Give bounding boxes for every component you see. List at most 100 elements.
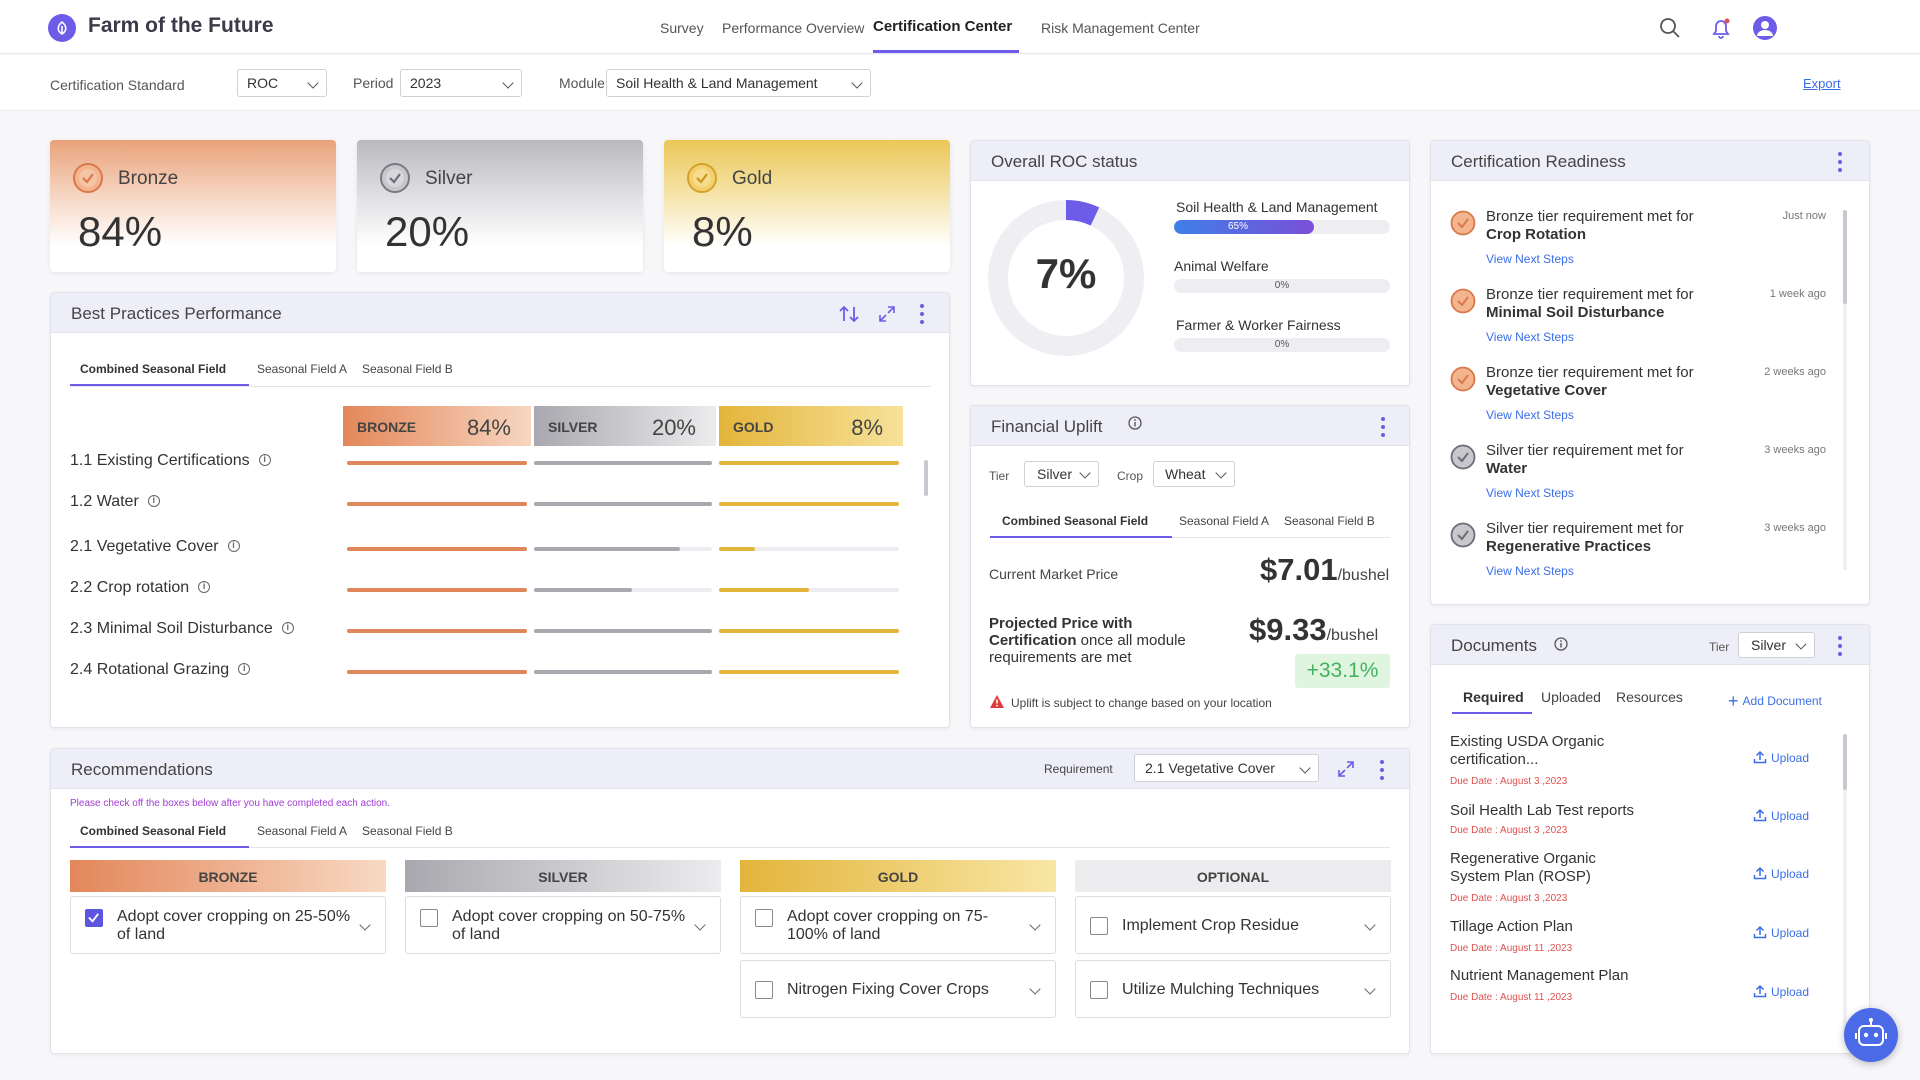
practices-scrollbar[interactable] bbox=[924, 460, 928, 496]
view-next-steps-link[interactable]: View Next Steps bbox=[1486, 252, 1574, 266]
documents-card: Documents Tier Silver bbox=[1430, 624, 1870, 1054]
bronze-medal-icon bbox=[1450, 288, 1476, 314]
gold-column-value: 8% bbox=[851, 415, 883, 440]
chatbot-button[interactable] bbox=[1844, 1008, 1898, 1062]
checkbox[interactable] bbox=[755, 909, 773, 927]
upload-icon bbox=[1753, 925, 1767, 939]
more-options-icon[interactable] bbox=[1380, 760, 1384, 780]
rec-item[interactable]: Adopt cover cropping on 50-75% of land bbox=[405, 896, 721, 954]
upload-button[interactable]: Upload bbox=[1753, 750, 1809, 765]
rec-tab-seasonal-field-b[interactable]: Seasonal Field B bbox=[362, 824, 453, 838]
more-options-icon[interactable] bbox=[920, 304, 924, 324]
tab-combined-seasonal-field[interactable]: Combined Seasonal Field bbox=[80, 362, 227, 376]
documents-tab-required[interactable]: Required bbox=[1463, 689, 1524, 705]
financial-crop-select[interactable]: Wheat bbox=[1153, 461, 1235, 487]
info-icon[interactable]: i bbox=[238, 662, 251, 675]
gold-column-header: GOLD 8% bbox=[719, 406, 903, 446]
add-document-button[interactable]: + Add Document bbox=[1728, 689, 1822, 711]
document-name: Regenerative Organic System Plan (ROSP) bbox=[1450, 850, 1596, 885]
document-name: Soil Health Lab Test reports bbox=[1450, 802, 1634, 819]
chevron-down-icon[interactable] bbox=[694, 919, 706, 931]
rec-tab-combined-seasonal-field[interactable]: Combined Seasonal Field bbox=[80, 824, 227, 838]
info-icon[interactable]: i bbox=[147, 494, 160, 507]
expand-icon[interactable] bbox=[878, 305, 896, 323]
financial-tab-seasonal-field-b[interactable]: Seasonal Field B bbox=[1284, 514, 1375, 528]
documents-tier-select[interactable]: Silver bbox=[1738, 632, 1815, 658]
readiness-header: Certification Readiness bbox=[1431, 141, 1869, 181]
more-options-icon[interactable] bbox=[1838, 636, 1842, 656]
requirement-select[interactable]: 2.1 Vegetative Cover bbox=[1134, 754, 1319, 782]
readiness-item-text: Bronze tier requirement met for Crop Rota… bbox=[1486, 208, 1746, 244]
rec-item[interactable]: Adopt cover cropping on 25-50% of land bbox=[70, 896, 386, 954]
view-next-steps-link[interactable]: View Next Steps bbox=[1486, 408, 1574, 422]
chevron-down-icon[interactable] bbox=[1029, 983, 1041, 995]
user-avatar-icon[interactable] bbox=[1753, 16, 1777, 40]
expand-icon[interactable] bbox=[1337, 760, 1355, 778]
best-practices-header: Best Practices Performance bbox=[51, 293, 949, 333]
view-next-steps-link[interactable]: View Next Steps bbox=[1486, 564, 1574, 578]
search-icon[interactable] bbox=[1658, 16, 1682, 40]
more-options-icon[interactable] bbox=[1838, 152, 1842, 172]
financial-tier-label: Tier bbox=[989, 469, 1010, 483]
checkbox[interactable] bbox=[1090, 917, 1108, 935]
info-icon[interactable] bbox=[1128, 416, 1142, 430]
rec-silver-header: SILVER bbox=[405, 860, 721, 892]
financial-tier-select[interactable]: Silver bbox=[1024, 461, 1099, 487]
tab-seasonal-field-b[interactable]: Seasonal Field B bbox=[362, 362, 453, 376]
robot-icon bbox=[1855, 1018, 1887, 1046]
chevron-down-icon bbox=[1079, 467, 1091, 479]
bronze-medal-icon bbox=[1450, 366, 1476, 392]
nav-survey[interactable]: Survey bbox=[660, 20, 704, 36]
documents-scrollbar[interactable] bbox=[1843, 734, 1847, 790]
checkbox[interactable] bbox=[420, 909, 438, 927]
roc-module-animal-welfare-value: 0% bbox=[1274, 280, 1290, 291]
projected-price: $9.33/bushel bbox=[1249, 612, 1378, 648]
info-icon[interactable] bbox=[1554, 637, 1568, 651]
export-link[interactable]: Export bbox=[1803, 76, 1841, 91]
period-select[interactable]: 2023 bbox=[400, 69, 522, 97]
upload-button[interactable]: Upload bbox=[1753, 866, 1809, 881]
upload-button[interactable]: Upload bbox=[1753, 808, 1809, 823]
rec-item[interactable]: Adopt cover cropping on 75-100% of land bbox=[740, 896, 1056, 954]
checkbox-checked[interactable] bbox=[85, 909, 103, 927]
checkbox[interactable] bbox=[1090, 981, 1108, 999]
readiness-item-subject: Regenerative Practices bbox=[1486, 538, 1652, 555]
info-icon[interactable]: i bbox=[281, 621, 294, 634]
documents-tab-resources[interactable]: Resources bbox=[1616, 689, 1683, 705]
chevron-down-icon bbox=[1795, 638, 1807, 650]
rec-tab-seasonal-field-a[interactable]: Seasonal Field A bbox=[257, 824, 348, 838]
info-icon[interactable]: i bbox=[258, 453, 271, 466]
upload-button[interactable]: Upload bbox=[1753, 925, 1809, 940]
info-icon[interactable]: i bbox=[198, 580, 211, 593]
chevron-down-icon[interactable] bbox=[1364, 983, 1376, 995]
more-options-icon[interactable] bbox=[1381, 417, 1385, 437]
chevron-down-icon[interactable] bbox=[1029, 919, 1041, 931]
checkbox[interactable] bbox=[755, 981, 773, 999]
chevron-down-icon[interactable] bbox=[1364, 919, 1376, 931]
info-icon[interactable]: i bbox=[227, 539, 240, 552]
view-next-steps-link[interactable]: View Next Steps bbox=[1486, 330, 1574, 344]
projected-price-label-bold: Projected Price with Certification bbox=[989, 615, 1133, 649]
practice-row-text: 1.1 Existing Certifications bbox=[70, 452, 250, 469]
rec-item[interactable]: Utilize Mulching Techniques bbox=[1075, 960, 1391, 1018]
rec-item[interactable]: Implement Crop Residue bbox=[1075, 896, 1391, 954]
certification-standard-select[interactable]: ROC bbox=[237, 69, 327, 97]
nav-certification-center[interactable]: Certification Center bbox=[873, 18, 1013, 35]
nav-performance-overview[interactable]: Performance Overview bbox=[722, 20, 865, 36]
view-next-steps-link[interactable]: View Next Steps bbox=[1486, 486, 1574, 500]
sort-icon[interactable] bbox=[838, 303, 860, 325]
practice-row-label: 2.3 Minimal Soil Disturbance i bbox=[70, 620, 294, 638]
financial-tab-seasonal-field-a[interactable]: Seasonal Field A bbox=[1179, 514, 1270, 528]
chevron-down-icon bbox=[502, 77, 514, 89]
chevron-down-icon[interactable] bbox=[359, 919, 371, 931]
rec-item[interactable]: Nitrogen Fixing Cover Crops bbox=[740, 960, 1056, 1018]
rec-item-text: Adopt cover cropping on 50-75% of land bbox=[452, 908, 686, 943]
documents-tab-uploaded[interactable]: Uploaded bbox=[1541, 689, 1601, 705]
readiness-scrollbar[interactable] bbox=[1843, 210, 1847, 304]
nav-risk-management-center[interactable]: Risk Management Center bbox=[1041, 20, 1200, 36]
upload-button[interactable]: Upload bbox=[1753, 984, 1809, 999]
tab-seasonal-field-a[interactable]: Seasonal Field A bbox=[257, 362, 348, 376]
financial-tab-combined-seasonal-field[interactable]: Combined Seasonal Field bbox=[1002, 514, 1149, 528]
module-select[interactable]: Soil Health & Land Management bbox=[606, 69, 871, 97]
notification-bell-icon[interactable] bbox=[1709, 16, 1733, 40]
